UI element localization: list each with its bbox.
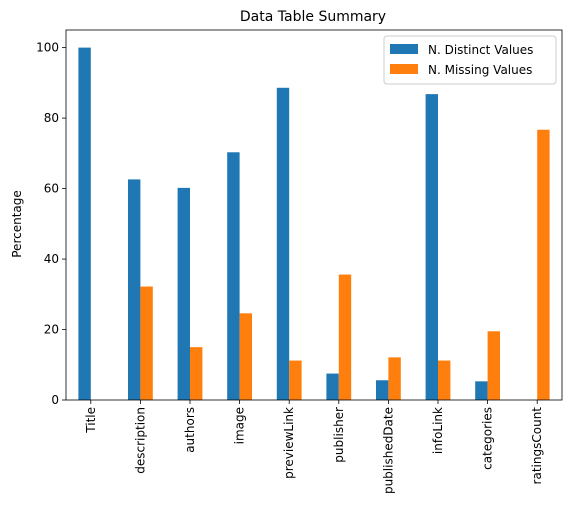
x-tick-label-title: Title — [84, 407, 98, 434]
bar-distinct-authors — [177, 187, 190, 400]
bar-distinct-previewlink — [276, 87, 290, 401]
x-tick-label-image: image — [233, 407, 247, 444]
x-tick-label-infolink: infoLink — [431, 407, 445, 454]
x-tick-label-publisheddate: publishedDate — [381, 407, 395, 494]
x-tick-label-description: description — [133, 407, 147, 474]
bar-distinct-publisher — [326, 373, 339, 400]
y-axis: 0 20 40 60 80 100 — [36, 41, 66, 407]
x-tick-label-authors: authors — [183, 407, 197, 453]
bar-distinct-image — [227, 152, 240, 400]
x-axis: Title description authors image previewLink p… — [84, 400, 544, 494]
legend-box — [383, 35, 557, 85]
bars-group — [78, 47, 550, 401]
y-tick-label: 0 — [51, 393, 59, 407]
y-tick-label: 80 — [44, 111, 59, 125]
legend-swatch-0 — [390, 44, 418, 54]
bar-distinct-publisheddate — [376, 380, 389, 400]
legend: N. Distinct Values N. Missing Values — [383, 35, 557, 85]
x-tick-label-ratingscount: ratingsCount — [530, 407, 544, 485]
y-tick-label: 100 — [36, 41, 59, 55]
bar-missing-previewlink — [289, 360, 302, 400]
legend-label-1: N. Missing Values — [428, 63, 532, 77]
bar-missing-publisher — [338, 274, 352, 400]
bar-missing-authors — [190, 347, 203, 400]
y-tick-label: 20 — [44, 323, 59, 337]
y-tick-label: 60 — [44, 182, 59, 196]
legend-swatch-1 — [390, 64, 418, 74]
bar-distinct-description — [128, 179, 141, 400]
bar-missing-image — [239, 313, 252, 400]
x-tick-label-categories: categories — [481, 407, 495, 470]
y-tick-label: 40 — [44, 252, 59, 266]
x-tick-label-publisher: publisher — [332, 407, 346, 463]
y-axis-title: Percentage — [10, 190, 24, 258]
bar-distinct-title — [78, 47, 91, 400]
bar-distinct-categories — [475, 381, 488, 400]
bar-missing-infolink — [438, 360, 451, 400]
bar-missing-categories — [487, 331, 500, 400]
bar-distinct-infolink — [425, 94, 438, 400]
chart-title: Data Table Summary — [240, 9, 386, 25]
x-tick-label-previewlink: previewLink — [282, 407, 296, 479]
bar-missing-description — [140, 286, 153, 400]
bar-missing-publisheddate — [388, 357, 401, 400]
bar-missing-ratingscount — [537, 129, 550, 400]
plot-frame — [65, 29, 563, 401]
legend-label-0: N. Distinct Values — [428, 43, 533, 57]
